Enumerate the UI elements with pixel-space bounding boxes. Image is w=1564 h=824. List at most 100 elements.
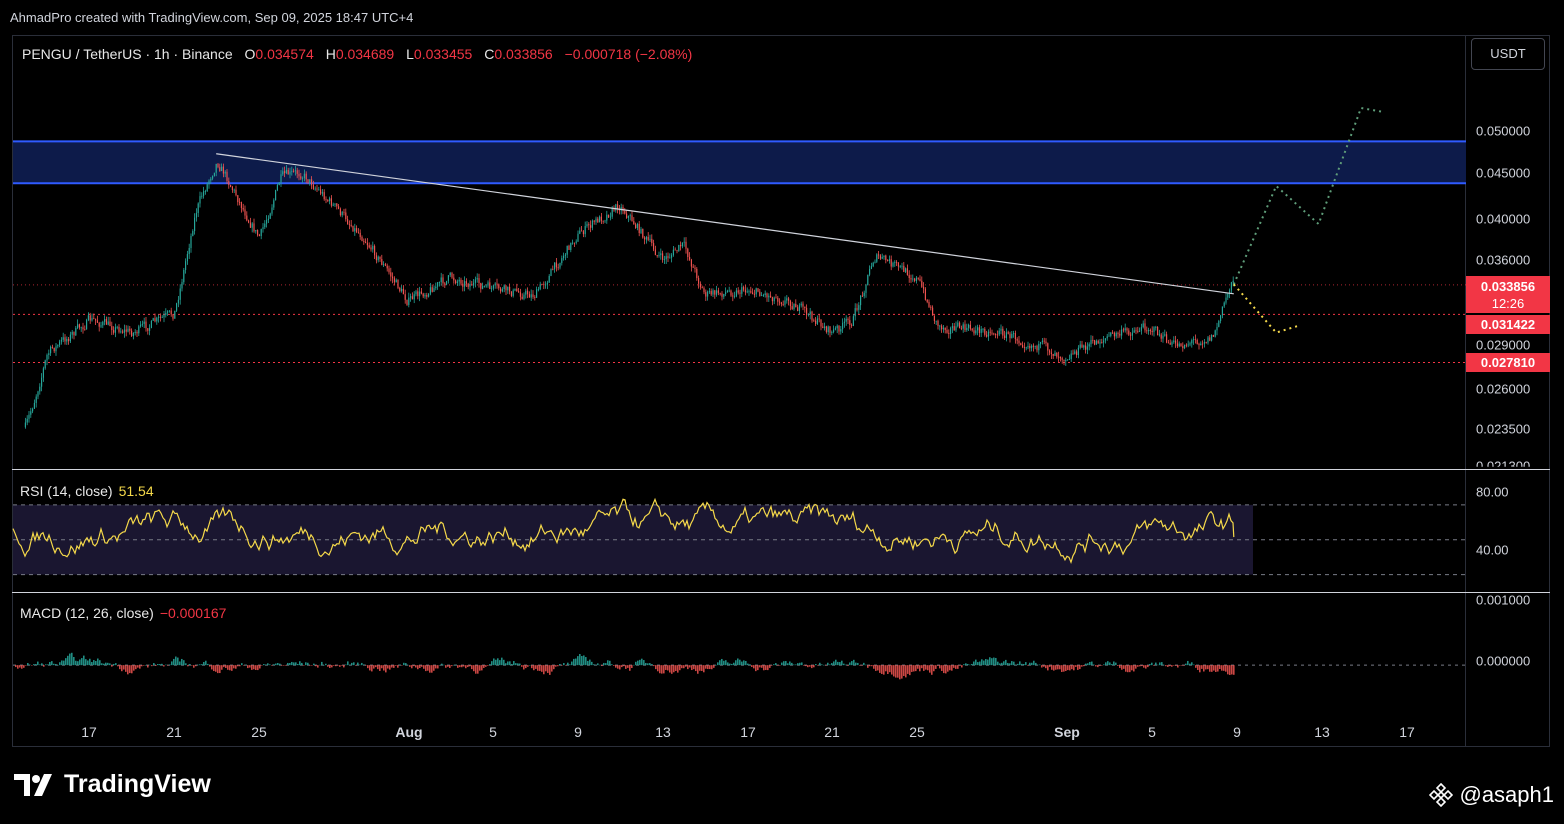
macd-histogram-bar [753, 665, 755, 669]
candle-body [636, 223, 638, 228]
macd-histogram-bar [923, 665, 925, 671]
macd-histogram-bar [783, 661, 785, 666]
candle-body [161, 317, 163, 319]
symbol-legend[interactable]: PENGU / TetherUS · 1h · Binance O0.03457… [22, 46, 692, 62]
macd-histogram-bar [19, 665, 21, 668]
macd-histogram-bar [473, 665, 475, 672]
macd-histogram-bar [289, 663, 291, 666]
macd-histogram-bar [693, 665, 695, 670]
macd-histogram-bar [1191, 662, 1193, 666]
candle-body [204, 191, 206, 192]
macd-histogram-bar [575, 658, 577, 666]
low-label: L [406, 46, 414, 62]
candle-body [800, 303, 802, 306]
candle-body [825, 326, 827, 333]
macd-histogram-bar [61, 660, 63, 666]
macd-histogram-bar [937, 665, 939, 666]
candle-body [928, 301, 930, 307]
pane-separator-rsi [12, 469, 1550, 470]
macd-histogram-bar [1171, 665, 1173, 667]
candle-body [881, 256, 883, 259]
candle-body [42, 368, 44, 378]
candle-body [962, 324, 964, 329]
macd-histogram-bar [1163, 664, 1165, 666]
macd-histogram-bar [981, 659, 983, 666]
macd-histogram-bar [77, 661, 79, 666]
macd-histogram-bar [709, 665, 711, 670]
macd-histogram-bar [159, 664, 161, 666]
candle-body [123, 329, 125, 333]
candle-body [674, 249, 676, 251]
macd-histogram-bar [41, 663, 43, 666]
macd-histogram-bar [479, 665, 481, 671]
candle-body [188, 247, 190, 255]
macd-histogram-bar [969, 664, 971, 666]
macd-histogram-bar [399, 664, 401, 666]
candle-body [784, 300, 786, 305]
macd-histogram-bar [275, 663, 277, 666]
candle-body [503, 285, 505, 290]
macd-histogram-bar [1075, 665, 1077, 667]
candle-body [145, 321, 147, 329]
candle-body [375, 255, 377, 261]
candle-body [329, 198, 331, 202]
candle-body [1209, 337, 1211, 341]
price-tick: 0.045000 [1476, 165, 1531, 181]
currency-button[interactable]: USDT [1471, 38, 1545, 70]
macd-histogram-bar [49, 661, 51, 666]
candle-body [554, 262, 556, 270]
macd-histogram-bar [941, 665, 943, 671]
candle-body [321, 192, 323, 194]
macd-histogram-bar [47, 664, 49, 666]
candle-body [548, 275, 550, 283]
macd-histogram-bar [889, 665, 891, 673]
candle-body [712, 290, 714, 295]
macd-histogram-bar [549, 665, 551, 675]
macd-histogram-bar [427, 665, 429, 671]
macd-histogram-bar [377, 665, 379, 670]
macd-legend[interactable]: MACD (12, 26, close) −0.000167 [20, 605, 226, 621]
candle-body [640, 228, 642, 233]
candle-body [910, 278, 912, 280]
candle-body [251, 223, 253, 228]
candle-body [140, 324, 142, 327]
candle-body [1230, 282, 1232, 291]
candle-body [1144, 323, 1146, 331]
macd-histogram-bar [469, 665, 471, 667]
candle-body [183, 269, 185, 283]
macd-histogram-bar [405, 663, 407, 666]
macd-histogram-bar [455, 664, 457, 666]
macd-histogram-bar [1057, 665, 1059, 670]
candle-body [357, 231, 359, 233]
candle-body [208, 180, 210, 185]
macd-histogram-bar [919, 665, 921, 672]
candle-body [239, 202, 241, 203]
rsi-legend[interactable]: RSI (14, close) 51.54 [20, 483, 154, 499]
tradingview-logo[interactable]: TradingView [14, 770, 211, 799]
candle-body [28, 414, 30, 419]
macd-histogram-bar [683, 665, 685, 669]
macd-histogram-bar [641, 658, 643, 666]
macd-histogram-bar [343, 665, 345, 668]
macd-histogram-bar [1127, 665, 1129, 673]
macd-histogram-bar [1207, 665, 1209, 670]
macd-histogram-bar [313, 663, 315, 666]
macd-histogram-bar [1229, 665, 1231, 675]
candle-body [174, 310, 176, 319]
candle-body [838, 325, 840, 332]
macd-histogram-bar [1223, 665, 1225, 671]
change-value: −0.000718 (−2.08%) [564, 46, 693, 62]
macd-histogram-bar [1175, 665, 1177, 666]
candle-body [687, 248, 689, 258]
candle-body [710, 290, 712, 295]
macd-histogram-bar [527, 665, 529, 667]
macd-histogram-bar [533, 665, 535, 671]
macd-histogram-bar [1029, 662, 1031, 666]
macd-histogram-bar [631, 665, 633, 668]
candle-body [59, 341, 61, 346]
candle-body [1214, 330, 1216, 337]
macd-histogram-bar [65, 658, 67, 666]
candle-body [170, 310, 172, 315]
macd-histogram-bar [195, 665, 197, 667]
